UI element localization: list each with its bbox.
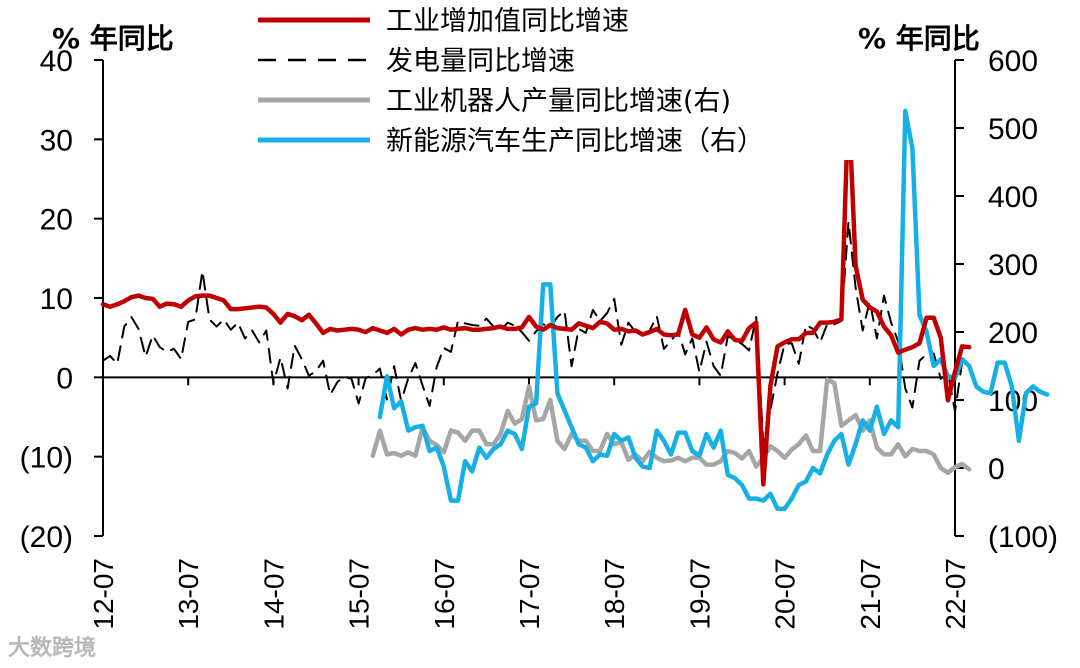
x-tick-label: 17-07 bbox=[514, 558, 545, 630]
left-tick-label: 10 bbox=[40, 283, 73, 316]
left-tick-label: 0 bbox=[56, 362, 73, 395]
series-line-1 bbox=[102, 220, 971, 444]
axes: 403020100(10)(20)6005004003002001000(100… bbox=[20, 45, 1058, 630]
x-tick-label: 22-07 bbox=[940, 558, 971, 630]
right-tick-label: 500 bbox=[988, 113, 1038, 146]
right-tick-label: 400 bbox=[988, 181, 1038, 214]
right-tick-label: 600 bbox=[988, 45, 1038, 78]
right-tick-label: 0 bbox=[988, 453, 1005, 486]
series-line-3 bbox=[377, 108, 1050, 512]
plot-lines bbox=[100, 96, 1050, 512]
x-tick-label: 15-07 bbox=[344, 558, 375, 630]
series-line-0 bbox=[100, 96, 972, 487]
right-tick-label: 200 bbox=[988, 317, 1038, 350]
series-line-2 bbox=[370, 377, 972, 476]
x-tick-label: 21-07 bbox=[855, 558, 886, 630]
left-axis-unit: % 年同比 bbox=[52, 22, 174, 55]
legend-label-1: 发电量同比增速 bbox=[386, 46, 575, 77]
legend-label-0: 工业增加值同比增速 bbox=[386, 6, 629, 37]
x-tick-label: 20-07 bbox=[770, 558, 801, 630]
right-tick-label: 300 bbox=[988, 249, 1038, 282]
legend-label-2: 工业机器人产量同比增速(右) bbox=[386, 86, 731, 117]
left-tick-label: 30 bbox=[40, 124, 73, 157]
x-tick-label: 12-07 bbox=[88, 558, 119, 630]
legend-label-3: 新能源汽车生产同比增速（右） bbox=[386, 126, 764, 157]
left-tick-label: (20) bbox=[20, 521, 73, 554]
right-axis-unit: % 年同比 bbox=[858, 22, 980, 55]
right-tick-label: (100) bbox=[988, 521, 1058, 554]
x-tick-label: 18-07 bbox=[599, 558, 630, 630]
left-tick-label: (10) bbox=[20, 442, 73, 475]
x-tick-label: 13-07 bbox=[173, 558, 204, 630]
x-tick-label: 16-07 bbox=[429, 558, 460, 630]
left-tick-label: 40 bbox=[40, 45, 73, 78]
watermark: 大数跨境 bbox=[8, 630, 96, 662]
x-tick-label: 19-07 bbox=[684, 558, 715, 630]
x-tick-label: 14-07 bbox=[258, 558, 289, 630]
left-tick-label: 20 bbox=[40, 204, 73, 237]
watermark-text: 大数跨境 bbox=[8, 636, 97, 661]
